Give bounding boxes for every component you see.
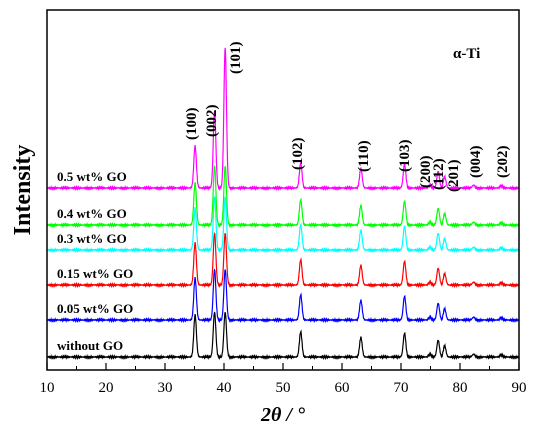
series-label-5: 0.5 wt% GO	[57, 169, 127, 184]
series-label-2: 0.15 wt% GO	[57, 266, 133, 281]
phase-label: α-Ti	[453, 46, 480, 62]
tick-layer: 10 20 30 40 50 60 70 80 90	[40, 363, 527, 396]
peak-label-4: (110)	[356, 140, 372, 172]
peak-label-0: (100)	[184, 108, 200, 141]
series-line-5	[46, 47, 520, 192]
series-line-2	[46, 232, 520, 289]
series-layer	[46, 47, 520, 361]
x-tick-label-5: 60	[335, 380, 350, 396]
x-tick-label-8: 90	[512, 380, 527, 396]
peak-label-10: (202)	[495, 146, 511, 179]
series-label-layer: without GO 0.05 wt% GO 0.15 wt% GO 0.3 wt% …	[57, 169, 133, 353]
peak-label-layer: (100) (002) (101) (102) (110) (103) (200)(112)…	[184, 42, 511, 193]
x-tick-label-4: 50	[276, 380, 291, 396]
peak-label-3: (102)	[290, 138, 306, 171]
peak-label-5: (103)	[397, 140, 413, 173]
series-line-3	[46, 195, 520, 254]
peak-label-6: (200)	[418, 156, 434, 189]
series-label-3: 0.3 wt% GO	[57, 231, 127, 246]
x-tick-label-0: 10	[40, 380, 55, 396]
peak-label-9: (004)	[468, 146, 484, 179]
series-label-1: 0.05 wt% GO	[57, 301, 133, 316]
y-axis-title: Intensity	[10, 145, 36, 236]
peak-label-7: (112)	[431, 158, 447, 190]
series-line-1	[46, 268, 520, 324]
peak-label-2: (101)	[228, 42, 244, 75]
series-label-4: 0.4 wt% GO	[57, 206, 127, 221]
x-tick-label-1: 20	[99, 380, 114, 396]
x-tick-label-3: 40	[217, 380, 232, 396]
x-axis-title: 2θ / °	[260, 404, 305, 426]
series-line-0	[46, 311, 520, 361]
x-tick-label-2: 30	[158, 380, 173, 396]
series-line-4	[46, 164, 520, 229]
peak-label-1: (002)	[204, 105, 220, 138]
peak-label-8: (201)	[446, 160, 462, 193]
x-tick-label-7: 80	[453, 380, 468, 396]
x-tick-label-6: 70	[394, 380, 409, 396]
series-label-0: without GO	[57, 338, 123, 353]
